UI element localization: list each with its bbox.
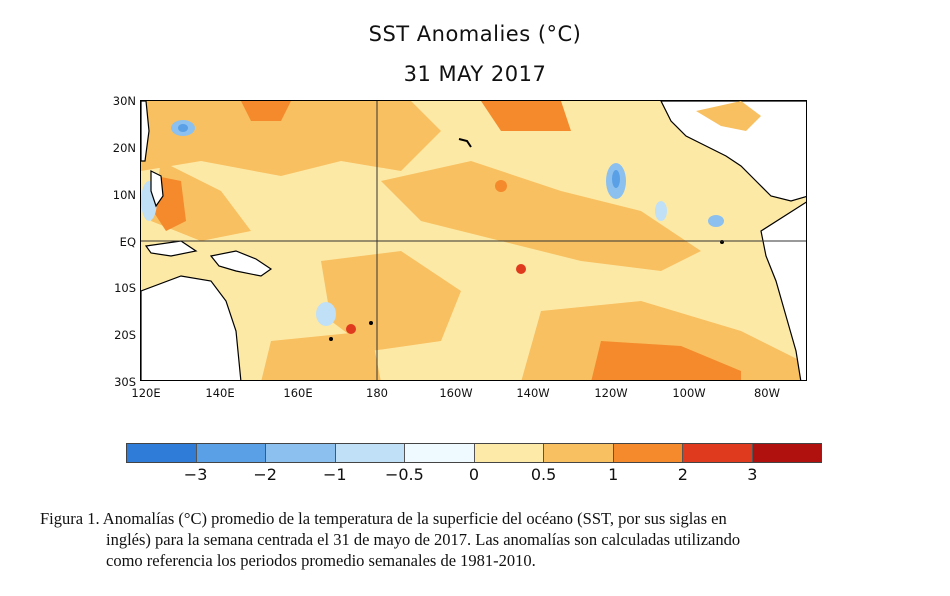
color-scale-tick-label: −1 xyxy=(323,465,347,484)
lon-label-140e: 140E xyxy=(205,386,235,400)
land-south-america xyxy=(760,201,806,380)
land-island-1 xyxy=(369,321,373,325)
caption-line-3: como referencia los periodos promedio se… xyxy=(106,551,536,570)
color-scale-segment xyxy=(335,444,405,462)
lat-label-20s: 20S xyxy=(114,328,136,342)
sst-anomaly-map xyxy=(140,100,807,381)
color-scale-bar xyxy=(126,443,822,463)
land-australia xyxy=(141,275,242,380)
color-scale-segment xyxy=(266,444,336,462)
land-central-america xyxy=(660,101,806,202)
anomaly-north-hot xyxy=(481,101,571,131)
anomaly-gulf xyxy=(696,101,761,131)
lon-label-160w: 160W xyxy=(439,386,473,400)
lat-label-10s: 10S xyxy=(114,281,136,295)
lat-label-30n: 30N xyxy=(112,94,136,108)
lat-label-20n: 20N xyxy=(112,141,136,155)
color-scale-segment xyxy=(683,444,753,462)
lon-label-120w: 120W xyxy=(594,386,628,400)
lon-label-100w: 100W xyxy=(672,386,706,400)
lat-label-eq: EQ xyxy=(119,235,136,249)
land-hawaii xyxy=(458,138,472,148)
lon-label-80w: 80W xyxy=(753,386,781,400)
color-scale-tick-label: 0.5 xyxy=(530,465,557,484)
lat-label-10n: 10N xyxy=(112,188,136,202)
lon-label-120e: 120E xyxy=(131,386,161,400)
map-svg xyxy=(141,101,806,380)
land-asia xyxy=(141,101,150,162)
color-scale-tick-label: −0.5 xyxy=(384,465,424,484)
color-scale-tick-label: −3 xyxy=(183,465,208,484)
anomaly-spot-1 xyxy=(495,180,507,192)
anomaly-south-hot xyxy=(591,341,741,380)
land-philippines xyxy=(150,170,164,208)
caption-line-2: inglés) para la semana centrada el 31 de… xyxy=(106,530,741,549)
color-scale-tick-label: 2 xyxy=(677,465,688,484)
anomaly-cool-1-core xyxy=(178,124,188,132)
anomaly-cool-3 xyxy=(708,215,724,227)
anomaly-spot-3 xyxy=(346,324,356,334)
lon-label-160e: 160E xyxy=(283,386,313,400)
lon-label-180: 180 xyxy=(366,386,388,400)
color-scale-segment xyxy=(613,444,683,462)
anomaly-cool-2-core xyxy=(612,170,620,188)
color-scale-tick-label: 0 xyxy=(468,465,480,484)
color-scale-segment xyxy=(196,444,266,462)
color-scale-segment xyxy=(544,444,614,462)
land-new-guinea xyxy=(209,250,273,277)
anomaly-south-warm xyxy=(321,251,461,351)
anomaly-cool-4 xyxy=(316,302,336,326)
chart-date: 31 MAY 2017 xyxy=(403,62,547,86)
land-island-2 xyxy=(329,337,333,341)
anomaly-southwest-warm xyxy=(261,331,381,380)
color-scale-tick-label: −2 xyxy=(253,465,277,484)
color-scale-segment xyxy=(405,444,475,462)
land-indonesia xyxy=(144,240,198,257)
anomaly-southeast-warm xyxy=(521,301,801,380)
anomaly-north-hot-2 xyxy=(241,101,291,121)
anomaly-cool-5 xyxy=(655,201,667,221)
lat-label-30s: 30S xyxy=(114,375,136,389)
lon-label-140w: 140W xyxy=(516,386,550,400)
color-scale-tick-label: 3 xyxy=(747,465,758,484)
anomaly-spot-2 xyxy=(516,264,526,274)
chart-title: SST Anomalies (°C) xyxy=(368,22,582,46)
color-scale-segment xyxy=(127,444,197,462)
color-scale-tick-label: 1 xyxy=(608,465,619,484)
anomaly-north-warm xyxy=(141,101,441,176)
figure-caption: Figura 1. Anomalías (°C) promedio de la … xyxy=(40,508,920,571)
anomaly-central-warm xyxy=(381,161,701,271)
caption-line-1: Figura 1. Anomalías (°C) promedio de la … xyxy=(40,509,727,528)
color-scale-segment xyxy=(474,444,544,462)
color-scale-segment xyxy=(752,444,821,462)
